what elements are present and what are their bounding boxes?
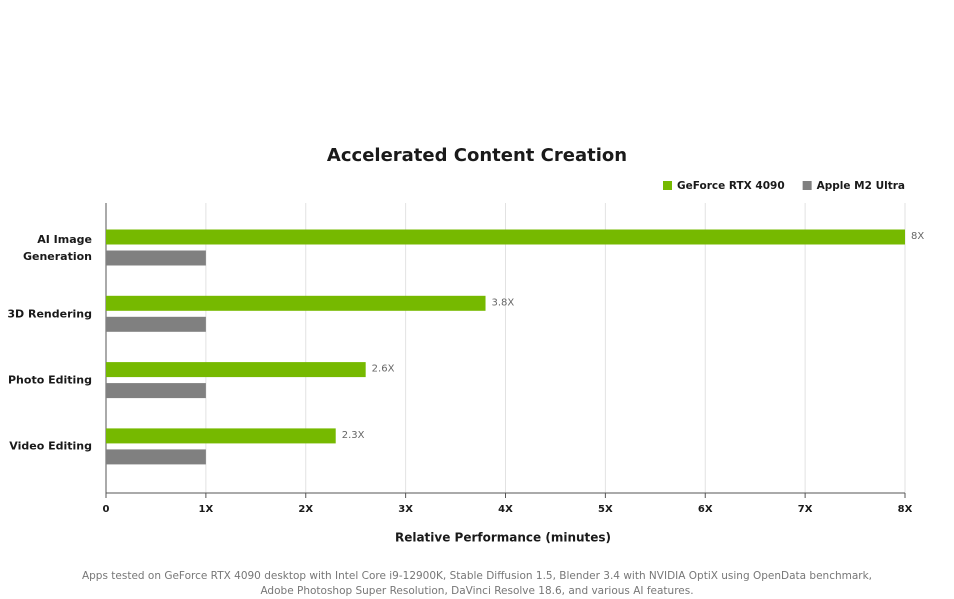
x-tick-label: 8X: [898, 504, 913, 515]
x-axis-label: Relative Performance (minutes): [395, 531, 611, 545]
legend-label: GeForce RTX 4090: [677, 180, 785, 192]
x-tick-label: 6X: [698, 504, 713, 515]
data-label: 8X: [911, 231, 924, 242]
bar: [106, 362, 366, 378]
bar: [106, 250, 206, 266]
legend-swatch: [802, 181, 812, 190]
chart-title: Accelerated Content Creation: [327, 145, 627, 166]
y-tick-label: Photo Editing: [8, 373, 92, 387]
footnote: Adobe Photoshop Super Resolution, DaVinc…: [260, 585, 693, 597]
y-tick-label: Video Editing: [9, 439, 92, 453]
data-label: 2.6X: [372, 364, 395, 375]
legend-swatch: [663, 181, 672, 190]
bar: [106, 316, 206, 332]
legend-label: Apple M2 Ultra: [817, 180, 905, 192]
x-tick-label: 4X: [498, 504, 513, 515]
x-tick-label: 3X: [398, 504, 413, 515]
y-tick-label: AI Image Generation: [22, 232, 92, 263]
x-tick-label: 0: [103, 504, 110, 515]
x-tick-label: 5X: [598, 504, 613, 515]
footnote: Apps tested on GeForce RTX 4090 desktop …: [82, 570, 872, 582]
x-tick-label: 7X: [798, 504, 813, 515]
bar: [106, 229, 905, 245]
bar: [106, 428, 336, 444]
bar: [106, 449, 206, 465]
bar: [106, 295, 486, 311]
x-tick-label: 2X: [298, 504, 313, 515]
x-tick-label: 1X: [199, 504, 214, 515]
data-label: 3.8X: [492, 297, 515, 308]
y-tick-label: 3D Rendering: [7, 307, 92, 321]
bar: [106, 383, 206, 399]
data-label: 2.3X: [342, 430, 365, 441]
